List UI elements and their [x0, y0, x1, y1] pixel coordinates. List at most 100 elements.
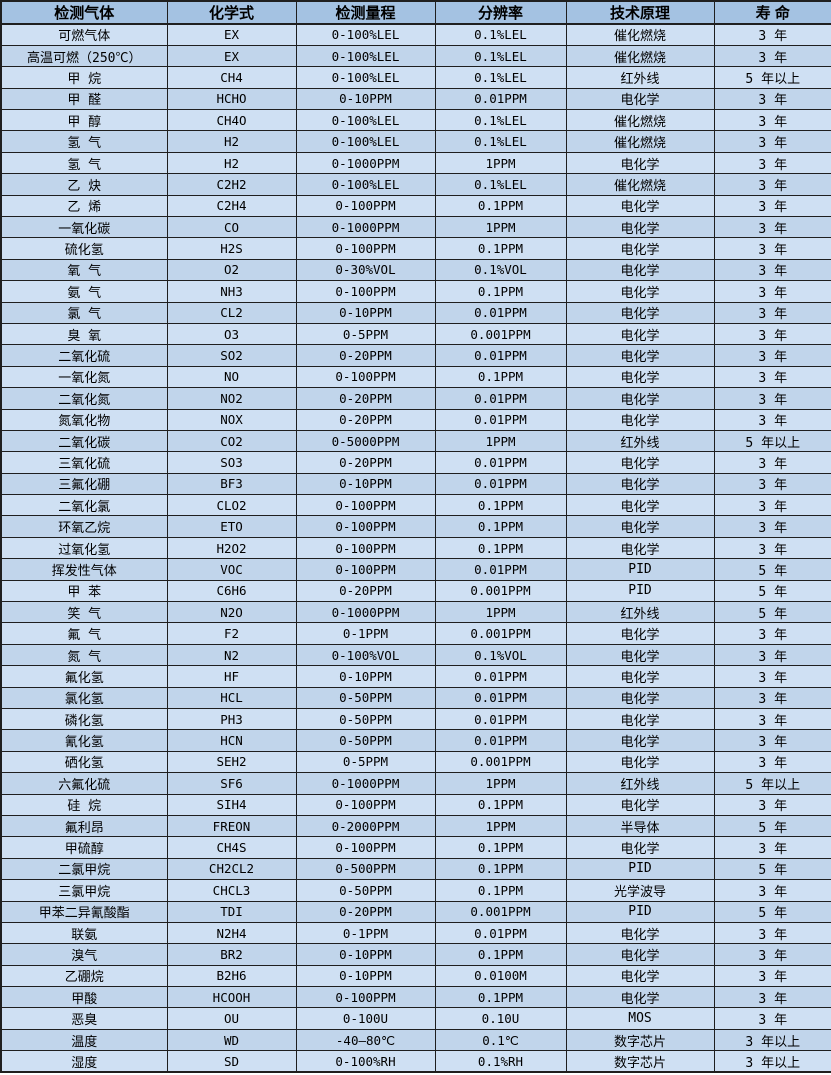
cell-gas-name: 硫化氢	[0, 237, 168, 260]
cell-chemical-formula: TDI	[166, 900, 297, 923]
table-row: 高温可燃（250℃） EX 0-100%LEL 0.1%LEL 催化燃烧 3 年	[0, 44, 831, 68]
cell-lifespan: 5 年	[713, 814, 831, 838]
cell-technology-principle: 电化学	[565, 387, 715, 410]
cell-technology-principle: MOS	[565, 1007, 715, 1030]
cell-gas-name: 溴气	[0, 943, 168, 966]
cell-technology-principle: 电化学	[565, 750, 715, 774]
cell-lifespan: 5 年以上	[713, 66, 831, 89]
cell-chemical-formula: SF6	[166, 772, 297, 795]
cell-chemical-formula: CH4S	[166, 836, 297, 859]
table-row: 一氧化碳 CO 0-1000PPM 1PPM 电化学 3 年	[0, 216, 831, 239]
cell-technology-principle: 电化学	[565, 729, 715, 752]
table-row: 氟化氢 HF 0-10PPM 0.01PPM 电化学 3 年	[0, 665, 831, 688]
table-row: 恶臭 OU 0-100U 0.10U MOS 3 年	[0, 1007, 831, 1030]
cell-gas-name: 氢 气	[0, 151, 168, 175]
cell-detection-range: 0-5PPM	[295, 750, 436, 774]
cell-gas-name: 氟利昂	[0, 814, 168, 838]
table-row: 环氧乙烷 ETO 0-100PPM 0.1PPM 电化学 3 年	[0, 515, 831, 538]
cell-detection-range: 0-100PPM	[295, 515, 436, 538]
table-row: 温度 WD -40—80℃ 0.1℃ 数字芯片 3 年以上	[0, 1028, 831, 1052]
table-row: 笑 气 N2O 0-1000PPM 1PPM 红外线 5 年	[0, 601, 831, 624]
cell-detection-range: 0-30%VOL	[295, 258, 436, 282]
table-row: 乙硼烷 B2H6 0-10PPM 0.0100M 电化学 3 年	[0, 964, 831, 988]
cell-gas-name: 甲 苯	[0, 579, 168, 603]
cell-lifespan: 3 年	[713, 365, 831, 389]
cell-technology-principle: 电化学	[565, 365, 715, 389]
table-row: 甲酸 HCOOH 0-100PPM 0.1PPM 电化学 3 年	[0, 986, 831, 1009]
cell-gas-name: 三氟化硼	[0, 472, 168, 496]
cell-chemical-formula: SO2	[166, 344, 297, 367]
cell-detection-range: 0-20PPM	[295, 408, 436, 431]
cell-chemical-formula: CLO2	[166, 494, 297, 517]
cell-lifespan: 3 年	[713, 216, 831, 239]
cell-lifespan: 3 年	[713, 130, 831, 153]
cell-gas-name: 氰化氢	[0, 729, 168, 752]
table-row: 溴气 BR2 0-10PPM 0.1PPM 电化学 3 年	[0, 943, 831, 966]
cell-resolution: 0.1PPM	[434, 836, 567, 859]
cell-technology-principle: 数字芯片	[565, 1050, 715, 1073]
cell-lifespan: 3 年	[713, 237, 831, 260]
cell-chemical-formula: ETO	[166, 515, 297, 538]
cell-technology-principle: 电化学	[565, 986, 715, 1009]
cell-detection-range: 0-100PPM	[295, 558, 436, 581]
cell-lifespan: 3 年	[713, 451, 831, 474]
cell-detection-range: 0-20PPM	[295, 579, 436, 603]
cell-chemical-formula: NH3	[166, 280, 297, 303]
cell-detection-range: 0-100PPM	[295, 194, 436, 218]
cell-lifespan: 3 年	[713, 750, 831, 774]
cell-chemical-formula: PH3	[166, 707, 297, 731]
cell-resolution: 0.1PPM	[434, 536, 567, 560]
cell-lifespan: 3 年	[713, 280, 831, 303]
cell-technology-principle: 电化学	[565, 258, 715, 282]
table-row: 三氟化硼 BF3 0-10PPM 0.01PPM 电化学 3 年	[0, 472, 831, 496]
cell-gas-name: 三氯甲烷	[0, 879, 168, 902]
cell-gas-name: 笑 气	[0, 601, 168, 624]
cell-detection-range: 0-1000PPM	[295, 601, 436, 624]
cell-gas-name: 氟化氢	[0, 665, 168, 688]
cell-detection-range: 0-100PPM	[295, 793, 436, 816]
cell-technology-principle: 电化学	[565, 964, 715, 988]
cell-resolution: 0.1PPM	[434, 515, 567, 538]
cell-detection-range: 0-1PPM	[295, 921, 436, 945]
cell-resolution: 0.1%VOL	[434, 643, 567, 667]
cell-gas-name: 甲酸	[0, 986, 168, 1009]
cell-resolution: 0.01PPM	[434, 344, 567, 367]
cell-resolution: 0.01PPM	[434, 707, 567, 731]
cell-detection-range: 0-500PPM	[295, 857, 436, 881]
cell-lifespan: 3 年	[713, 729, 831, 752]
cell-technology-principle: 催化燃烧	[565, 173, 715, 196]
cell-resolution: 0.1PPM	[434, 494, 567, 517]
cell-detection-range: 0-20PPM	[295, 387, 436, 410]
cell-resolution: 0.1PPM	[434, 793, 567, 816]
cell-resolution: 1PPM	[434, 216, 567, 239]
cell-lifespan: 3 年	[713, 536, 831, 560]
cell-chemical-formula: N2O	[166, 601, 297, 624]
cell-resolution: 0.001PPM	[434, 622, 567, 645]
cell-chemical-formula: HCHO	[166, 87, 297, 111]
cell-lifespan: 3 年	[713, 173, 831, 196]
cell-technology-principle: 光学波导	[565, 879, 715, 902]
cell-lifespan: 3 年	[713, 643, 831, 667]
column-header-resolution: 分辨率	[434, 0, 567, 25]
cell-lifespan: 5 年	[713, 579, 831, 603]
cell-detection-range: 0-100PPM	[295, 494, 436, 517]
cell-gas-name: 硅 烷	[0, 793, 168, 816]
table-row: 甲 烷 CH4 0-100%LEL 0.1%LEL 红外线 5 年以上	[0, 66, 831, 89]
cell-technology-principle: 电化学	[565, 344, 715, 367]
cell-detection-range: 0-100PPM	[295, 536, 436, 560]
cell-resolution: 0.01PPM	[434, 451, 567, 474]
cell-technology-principle: PID	[565, 579, 715, 603]
table-row: 氯 气 CL2 0-10PPM 0.01PPM 电化学 3 年	[0, 301, 831, 324]
table-row: 过氧化氢 H2O2 0-100PPM 0.1PPM 电化学 3 年	[0, 536, 831, 560]
cell-technology-principle: 电化学	[565, 515, 715, 538]
cell-lifespan: 5 年	[713, 857, 831, 881]
cell-detection-range: 0-1000PPM	[295, 216, 436, 239]
table-row: 氢 气 H2 0-100%LEL 0.1%LEL 催化燃烧 3 年	[0, 130, 831, 153]
table-row: 甲 醛 HCHO 0-10PPM 0.01PPM 电化学 3 年	[0, 87, 831, 111]
cell-lifespan: 3 年	[713, 964, 831, 988]
cell-technology-principle: 电化学	[565, 836, 715, 859]
cell-lifespan: 3 年	[713, 387, 831, 410]
cell-detection-range: 0-100%VOL	[295, 643, 436, 667]
cell-technology-principle: 电化学	[565, 665, 715, 688]
cell-gas-name: 乙硼烷	[0, 964, 168, 988]
